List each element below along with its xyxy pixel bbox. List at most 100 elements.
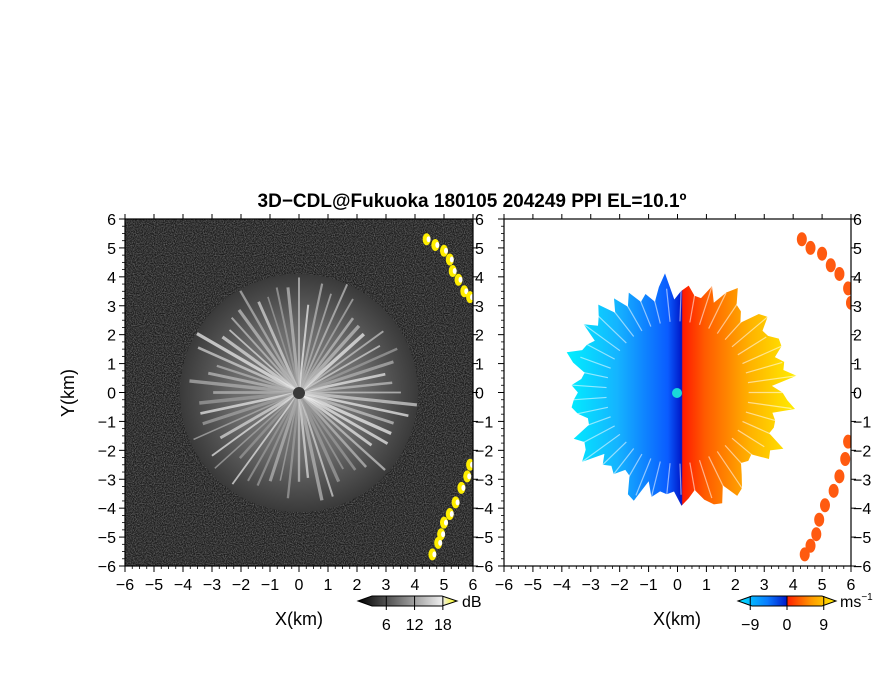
velocity-edge-echo-cell <box>825 258 836 273</box>
edge-echo-core <box>458 276 463 283</box>
velocity-ray-gap <box>747 401 792 410</box>
velocity-ray-gap <box>737 336 767 356</box>
echo-ray <box>286 287 301 393</box>
echo-ray <box>247 391 300 482</box>
velocity-image <box>504 219 851 566</box>
velocity-site-marker <box>672 388 682 398</box>
edge-echo-core <box>461 484 466 491</box>
echo-ray <box>298 330 384 394</box>
y-tick-label: −1 <box>98 414 116 431</box>
y-tick-label: −2 <box>98 443 116 460</box>
y-tick-label-right: −5 <box>853 530 871 547</box>
edge-echo-core <box>438 539 443 546</box>
velocity-edge-echo-cell <box>846 295 851 310</box>
velocity-ray-gap <box>724 296 765 341</box>
velocity-ray-gap <box>630 276 652 327</box>
velocity-ray-gap <box>593 311 627 344</box>
y-tick-label-right: 0 <box>475 386 484 403</box>
y-tick-label-right: 4 <box>853 270 862 287</box>
echo-ray <box>231 391 300 485</box>
y-tick-label: −4 <box>98 501 116 518</box>
x-tick-label: 1 <box>324 577 333 594</box>
velocity-edge-echo-cell <box>811 527 822 542</box>
y-tick-label-right: −3 <box>853 472 871 489</box>
velocity-ray-gap <box>580 356 611 369</box>
velocity-panel: −6 −6 −5 −5 −4 −4 −3 −3 −2 −2 −1 −1 0 0 1 1 2 2 3 3 4 4 5 5 6 6 X… <box>495 212 871 629</box>
echo-ray <box>211 391 300 457</box>
echo-ray <box>298 391 386 471</box>
y-tick-label-right: −1 <box>853 414 871 431</box>
echo-ray <box>298 391 373 447</box>
velocity-ray-gap <box>613 448 635 475</box>
echo-ray <box>298 391 409 418</box>
velocity-edge-echo <box>796 232 851 562</box>
echo-ray <box>298 360 394 394</box>
x-tick-label: −1 <box>639 577 657 594</box>
colorbar-tick-label: 6 <box>382 617 391 634</box>
velocity-colorbar-ticks: −9 0 9 <box>741 596 828 634</box>
velocity-ray-gap <box>747 374 799 384</box>
y-tick-label-right: 6 <box>475 212 484 229</box>
colorbar-tick-label: 0 <box>783 617 792 634</box>
velocity-ray-gap <box>576 425 615 447</box>
x-tick-label: 5 <box>440 577 449 594</box>
echo-ray <box>228 329 300 394</box>
velocity-ray-gap <box>549 396 607 403</box>
velocity-edge-echo-cell <box>834 266 845 281</box>
y-tick-label-right: 2 <box>853 328 862 345</box>
figure-title: 3D−CDL@Fukuoka 180105 204249 PPI EL=10.1… <box>258 191 687 212</box>
colorbar-tick-label: 12 <box>406 617 424 634</box>
edge-echo-core <box>449 510 454 517</box>
velocity-ray-gap <box>615 285 643 332</box>
velocity-ray-gap <box>698 459 713 499</box>
x-tick-label: 0 <box>673 577 682 594</box>
velocity-unit-base: ms <box>840 594 861 611</box>
edge-echo-core <box>426 236 431 243</box>
y-tick-label: 1 <box>107 357 116 374</box>
velocity-ray-gap <box>556 416 611 437</box>
velocity-edge-echo-cell <box>834 469 845 484</box>
edge-echo-core <box>470 461 473 468</box>
velocity-ray-gap <box>595 441 627 473</box>
y-tick-label-right: 6 <box>853 212 862 229</box>
y-tick-label: −5 <box>98 530 116 547</box>
y-tick-label-right: 3 <box>853 299 862 316</box>
y-tick-label: 5 <box>107 241 116 258</box>
y-tick-label: 3 <box>107 299 116 316</box>
x-tick-label: 2 <box>353 577 362 594</box>
x-tick-label: −2 <box>232 577 250 594</box>
echo-ray <box>279 392 300 481</box>
echo-ray <box>286 392 301 499</box>
reflectivity-axes: −6−6 −6−5−5 −5−4−4 −4−3−3 −3−2−2 −2−1−1 −100 01… <box>98 212 494 594</box>
echo-ray <box>214 391 300 469</box>
velocity-ray-gap <box>580 322 621 352</box>
reflectivity-rays <box>189 277 418 501</box>
y-tick-label: −3 <box>98 472 116 489</box>
echo-ray <box>298 344 381 394</box>
y-tick-label-right: −2 <box>853 443 871 460</box>
echo-ray <box>239 290 301 394</box>
velocity-xlabel: X(km) <box>653 609 701 629</box>
y-tick-label-right: 3 <box>475 299 484 316</box>
edge-echo-cell <box>466 291 473 304</box>
velocity-ray-gap <box>679 463 682 495</box>
velocity-ray-gap <box>565 384 607 389</box>
reflectivity-image <box>125 219 473 566</box>
echo-ray <box>298 304 310 393</box>
velocity-ray-gap <box>578 339 615 360</box>
x-tick-label: −1 <box>261 577 279 594</box>
echo-ray <box>297 391 357 471</box>
echo-ray <box>297 283 324 393</box>
colorbar-tick-label: 9 <box>819 617 828 634</box>
velocity-ray-gap <box>731 313 772 348</box>
x-tick-label: −6 <box>495 577 513 594</box>
reflectivity-panel: −6−6 −6−5−5 −5−4−4 −4−3−3 −3−2−2 −2−1−1 −100 01… <box>58 212 493 629</box>
reflectivity-colorbar-unit: dB <box>462 594 482 611</box>
velocity-echo-area <box>566 273 797 506</box>
velocity-edge-echo-cell <box>843 281 851 296</box>
velocity-ray-gap <box>731 437 768 469</box>
x-tick-label: 3 <box>382 577 391 594</box>
y-tick-label: −6 <box>98 559 116 576</box>
y-tick-label-right: 5 <box>475 241 484 258</box>
